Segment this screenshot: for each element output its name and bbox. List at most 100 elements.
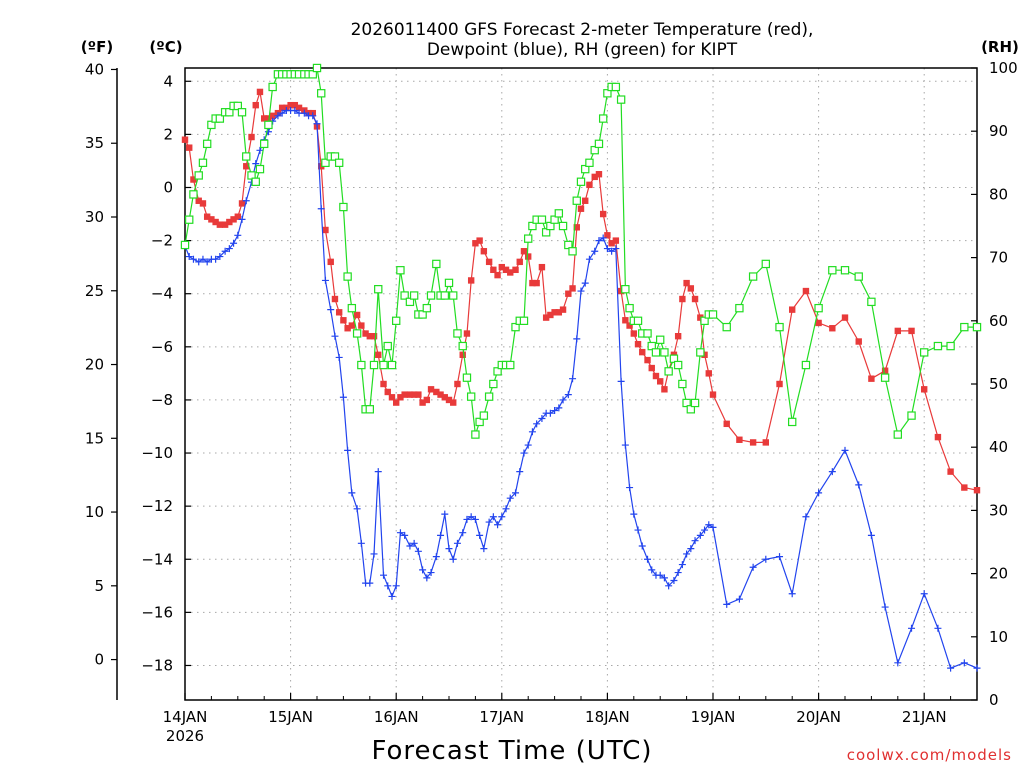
rh-tick-label: 10 [989,628,1008,646]
dewpoint-point [252,160,260,168]
dewpoint-point [396,529,404,537]
dewpoint-point [660,574,668,582]
temperature-point [723,420,730,428]
fahrenheit-unit-label: (ºF) [81,38,113,56]
rh-point [537,215,547,224]
temperature-point [617,287,625,295]
dewpoint-point [476,531,484,539]
temperature-point [433,388,440,396]
rh-tick-label: 50 [989,375,1008,393]
rh-point [669,354,679,363]
rh-tick-label: 100 [989,59,1018,77]
grid-lines [185,68,977,700]
rh-point [334,158,344,167]
dewpoint-point [612,245,620,253]
fahrenheit-tick-label: 20 [85,356,104,374]
plot-frame [116,67,978,701]
dewpoint-point [723,600,731,608]
dewpoint-point [242,197,250,205]
temperature-point [344,325,351,332]
rh-tick-label: 70 [989,249,1008,267]
temperature-point [736,436,743,443]
dewpoint-point [256,146,264,154]
temperature-point [269,112,276,119]
dewpoint-point [321,276,329,284]
rh-point [590,145,599,155]
dewpoint-point [291,106,299,114]
fahrenheit-tick-label: 5 [94,577,104,595]
dewpoint-point [696,531,704,539]
rh-point [696,348,705,357]
fahrenheit-tick-label: 15 [85,429,104,447]
dewpoint-point [841,446,849,454]
temperature-point [868,375,875,382]
rh-point [972,322,982,332]
dewpoint-point [335,353,343,361]
dewpoint-point [802,513,810,521]
dewpoint-point [274,112,282,120]
celsius-tick-label: −8 [151,391,173,409]
dewpoint-point [551,407,559,415]
temperature-point [516,258,523,266]
temperature-point [467,277,475,284]
temperature-point [701,351,708,358]
rh-point [374,285,383,294]
rh-point [202,139,212,149]
temperature-point [559,306,567,313]
temperature-point [533,279,540,287]
temperature-point [278,104,286,112]
temperature-point [441,394,448,401]
dewpoint-point [494,521,502,529]
rh-point [550,215,559,224]
rh-point [255,164,265,174]
rh-point [625,303,634,313]
rh-point [343,272,352,281]
rh-point [523,234,533,243]
dewpoint-point [709,523,717,531]
rh-point [264,120,273,130]
rh-point [690,398,700,408]
rh-point [484,392,494,401]
rh-point [489,379,498,389]
rh-point [946,341,955,351]
rh-point [357,360,366,370]
rh-point [643,329,652,338]
rh-point [400,291,409,300]
temperature-point [529,279,536,287]
dewpoint-point [459,529,467,537]
celsius-tick-label: −12 [141,497,173,515]
dewpoint-point [665,582,673,590]
dewpoint-point [357,539,365,547]
temperature-point [384,388,391,396]
temperature-point [622,317,629,324]
dewpoint-point [406,542,414,550]
x-tick-label: 21JAN [902,708,947,726]
rh-point [576,177,586,186]
temperature-point [327,258,334,266]
celsius-tick-label: −14 [141,550,173,568]
temperature-point [709,391,717,398]
rh-point [722,322,731,332]
dewpoint-point [195,258,203,266]
dewpoint-point [203,258,211,266]
rh-point [317,89,326,98]
dewpoint-point [564,391,572,399]
temperature-point [577,205,585,212]
temperature-point [216,221,224,228]
rh-point [426,291,436,300]
dewpoint-point [591,247,599,255]
fahrenheit-tick-label: 35 [85,134,104,152]
temperature-point [463,330,471,337]
fahrenheit-tick-label: 40 [85,60,104,78]
celsius-tick-label: −10 [141,444,173,462]
rh-point [854,272,863,281]
dewpoint-point [621,441,629,449]
rh-point [880,373,890,382]
dewpoint-point [960,659,968,667]
dewpoint-point [569,375,577,383]
temperature-point [604,232,611,239]
rh-tick-label: 60 [989,312,1008,330]
rh-point [444,278,454,288]
rh-point [453,329,462,338]
temperature-point [340,317,347,324]
